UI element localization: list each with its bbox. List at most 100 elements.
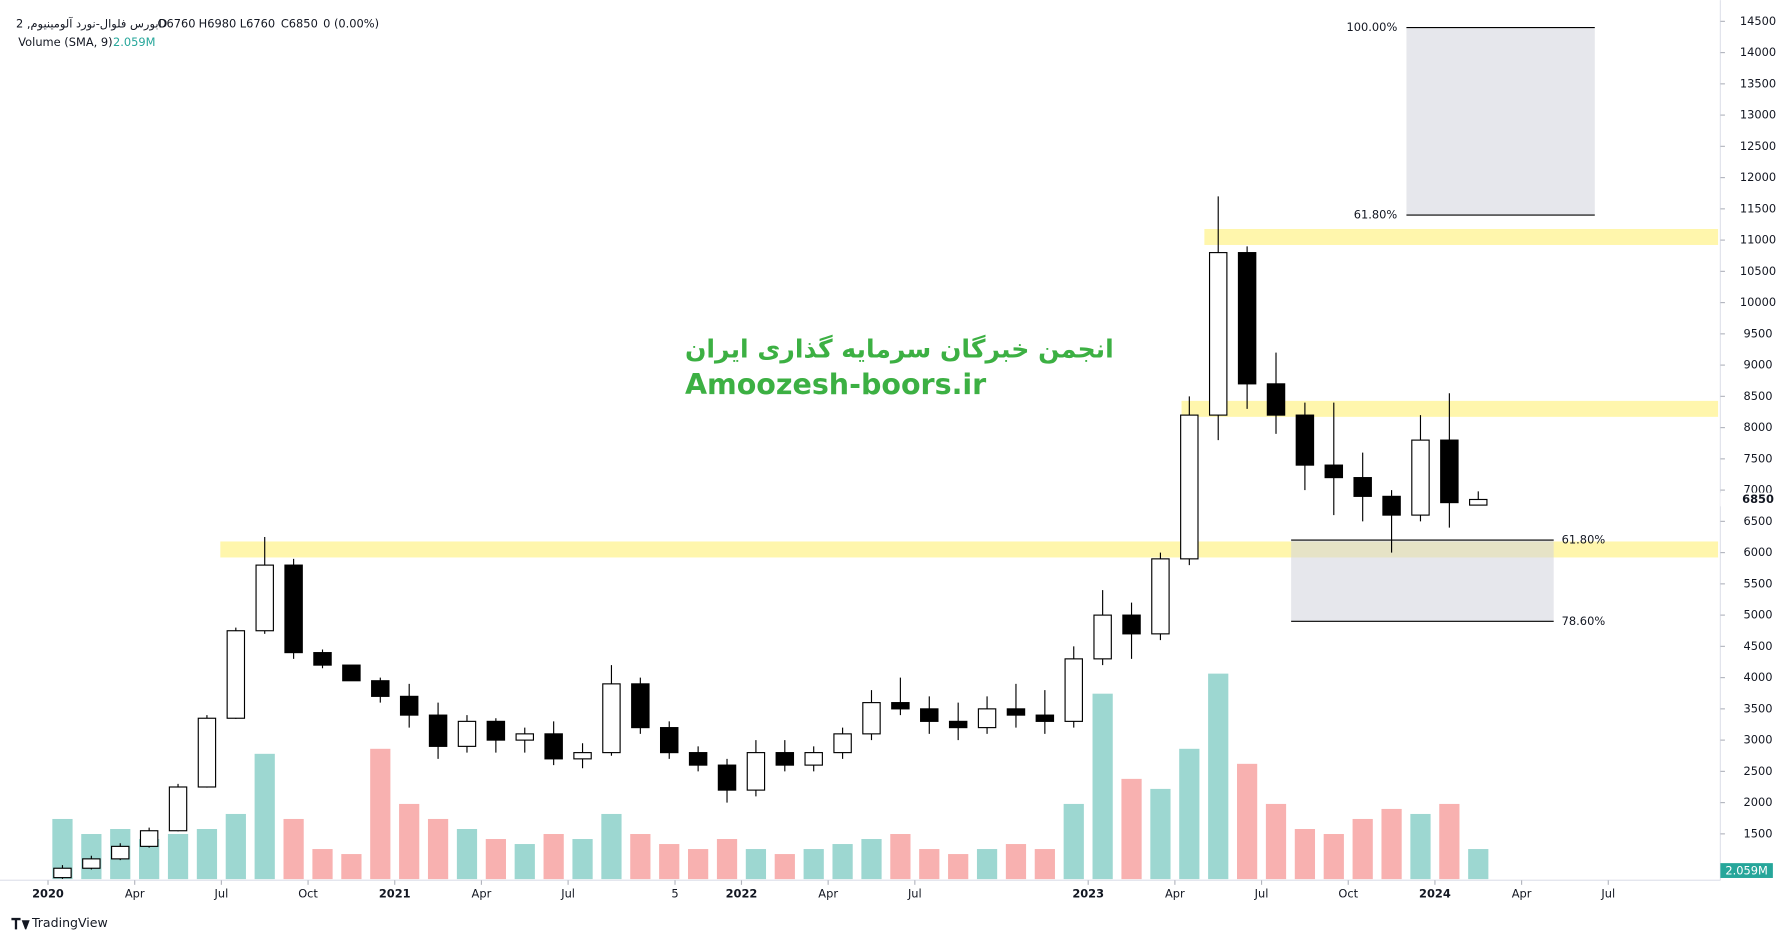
watermark-url: Amoozesh-boors.ir [685,368,986,401]
candle-body [399,695,419,716]
y-tick-label: 7500 [1744,451,1773,465]
fib-label: 61.80% [1562,533,1606,547]
candle-body [1237,252,1257,385]
y-tick-label: 11000 [1740,233,1776,247]
y-tick-label: 6000 [1744,545,1773,559]
candle-body [1093,614,1112,660]
volume-bar [1410,813,1431,880]
volume-bar [948,854,969,880]
volume-bar [1034,849,1055,880]
x-tick-label: Jul [907,886,922,900]
candle-body [111,845,130,860]
volume-bar [312,849,333,880]
candle-body [602,683,621,754]
volume-bar [1121,778,1142,880]
candle-body [457,720,477,747]
ohlc-legend: O6760 H6980 L6760 C6850 0 (0.00%) [158,17,380,31]
candle-body [1440,439,1459,504]
x-tick-label: 5 [671,886,678,900]
fib-box [1406,27,1595,216]
volume-bar [196,828,218,880]
volume-bar [52,818,73,880]
volume-title: Volume (SMA, 9) [18,35,112,49]
x-tick-label: Oct [298,886,318,900]
candle-body [1035,714,1055,722]
volume-bar [861,839,882,880]
volume-bar [832,844,853,880]
volume-bar [1063,803,1084,880]
candle-body [1006,708,1026,716]
candle-body [53,867,72,879]
x-tick-label: Apr [472,886,492,900]
volume-bar [1294,828,1316,880]
volume-bar [659,844,680,880]
candle-body [977,708,997,729]
candle-body [1353,477,1372,497]
volume-bar [254,753,275,880]
fib-label: 61.80% [1354,208,1398,222]
candle-body [1411,439,1430,516]
candle-body [1151,558,1170,635]
y-tick-label: 9500 [1744,326,1773,340]
volume-bar [399,803,420,880]
volume-axis-label: 2.059M [1725,864,1768,878]
ohlc-value: O6760 [158,17,196,31]
y-tick-label: 10500 [1740,264,1776,278]
fib-box [1291,540,1554,622]
volume-bar [543,834,564,880]
y-tick-label: 8000 [1744,420,1773,434]
y-tick-label: 12000 [1740,170,1776,184]
y-tick-label: 9000 [1744,358,1773,372]
x-tick-label: Oct [1338,886,1358,900]
plot-area: 100.00% 61.80% 61.80% 78.60% [52,20,1719,880]
y-tick-label: 4000 [1744,670,1773,684]
y-tick-label: 14000 [1740,45,1776,59]
candle-body [1324,464,1344,479]
x-tick-label: Apr [1512,886,1532,900]
ohlc-value: H6980 [199,17,237,31]
candle-body [920,708,939,722]
y-tick-label: 11500 [1740,201,1776,215]
x-tick-label: 2020 [32,886,64,900]
y-tick-label: 5500 [1744,576,1773,590]
x-tick-label: 2021 [379,886,411,900]
y-tick-label: 3500 [1744,701,1773,715]
volume-bar [283,818,304,880]
volume-bar [427,818,449,880]
volume-bar [1323,834,1344,880]
candle-body [255,564,274,632]
candle-body [746,752,766,791]
volume-bar [1208,673,1229,880]
candle-body [804,752,823,766]
x-tick-label: Apr [1165,886,1185,900]
x-tick-label: Jul [560,886,575,900]
y-tick-label: 8500 [1744,389,1773,403]
volume-bar [774,854,795,880]
candle-body [688,752,708,766]
candle-body [1180,414,1199,560]
x-tick-label: Jul [1254,886,1269,900]
volume-bar [1468,849,1489,880]
volume-bar [225,813,246,880]
y-tick-label: 4500 [1744,639,1773,653]
candle-body [573,752,592,760]
candle-body [486,720,506,741]
candle-body [515,733,535,741]
zone [1204,228,1719,245]
candle-body [1469,498,1488,506]
y-tick-label: 1500 [1744,826,1773,840]
symbol: بورس فلوال-نورد آلومینیوم, 2D [16,17,168,32]
volume-bar [485,839,506,880]
volume-bar [601,813,622,880]
last-price-badge [1720,492,1773,507]
candle-body [342,664,361,682]
ohlc-value: C6850 [281,17,318,31]
y-tick-label: 5000 [1744,608,1773,622]
y-tick-label: 13000 [1740,108,1776,122]
volume-bar [1005,844,1027,880]
y-tick-label: 6500 [1744,514,1773,528]
y-tick-label: 3000 [1744,733,1773,747]
y-tick-label: 10000 [1740,295,1776,309]
candle-body [659,727,679,754]
